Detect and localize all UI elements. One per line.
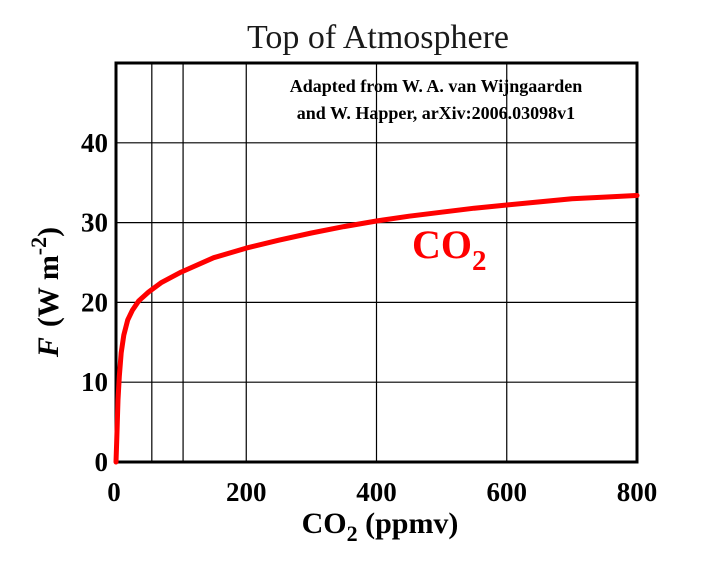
y-axis-label-superscript: -2: [26, 237, 51, 255]
x-tick-label: 800: [617, 477, 658, 507]
y-axis-label-unit: (W m: [32, 255, 65, 327]
y-tick-label: 10: [81, 367, 108, 397]
plot-frame: [114, 61, 639, 464]
x-tick-label: 0: [107, 477, 121, 507]
x-tick-label: 600: [487, 477, 528, 507]
y-tick-label: 30: [81, 208, 108, 238]
y-axis-label-variable: F: [32, 337, 65, 358]
x-axis-label-unit: (ppmv): [358, 507, 459, 540]
y-tick-label: 40: [81, 128, 108, 158]
x-tick-label: 400: [356, 477, 397, 507]
chart-title: Top of Atmosphere: [247, 19, 509, 56]
y-axis-label-close: ): [32, 227, 65, 237]
co2-series-line: [113, 193, 640, 465]
citation-line-1: Adapted from W. A. van Wijngaarden: [290, 76, 583, 96]
x-axis-label: CO2 (ppmv): [302, 507, 459, 546]
co2-series-label-subscript: 2: [472, 245, 487, 277]
x-axis-label-main: CO: [302, 507, 347, 540]
co2-series-label-main: CO: [412, 222, 472, 267]
y-tick-label: 20: [81, 287, 108, 317]
co2-series-label: CO2: [412, 222, 487, 277]
y-axis-label: F (W m-2): [26, 227, 65, 358]
y-tick-labels: 0 10 20 30 40: [81, 128, 108, 477]
x-tick-labels: 0 200 400 600 800: [107, 477, 657, 507]
citation-line-2: and W. Happer, arXiv:2006.03098v1: [297, 103, 575, 123]
x-tick-label: 200: [226, 477, 267, 507]
grid: [115, 63, 638, 463]
y-tick-label: 0: [95, 447, 109, 477]
x-axis-label-subscript: 2: [347, 521, 358, 546]
